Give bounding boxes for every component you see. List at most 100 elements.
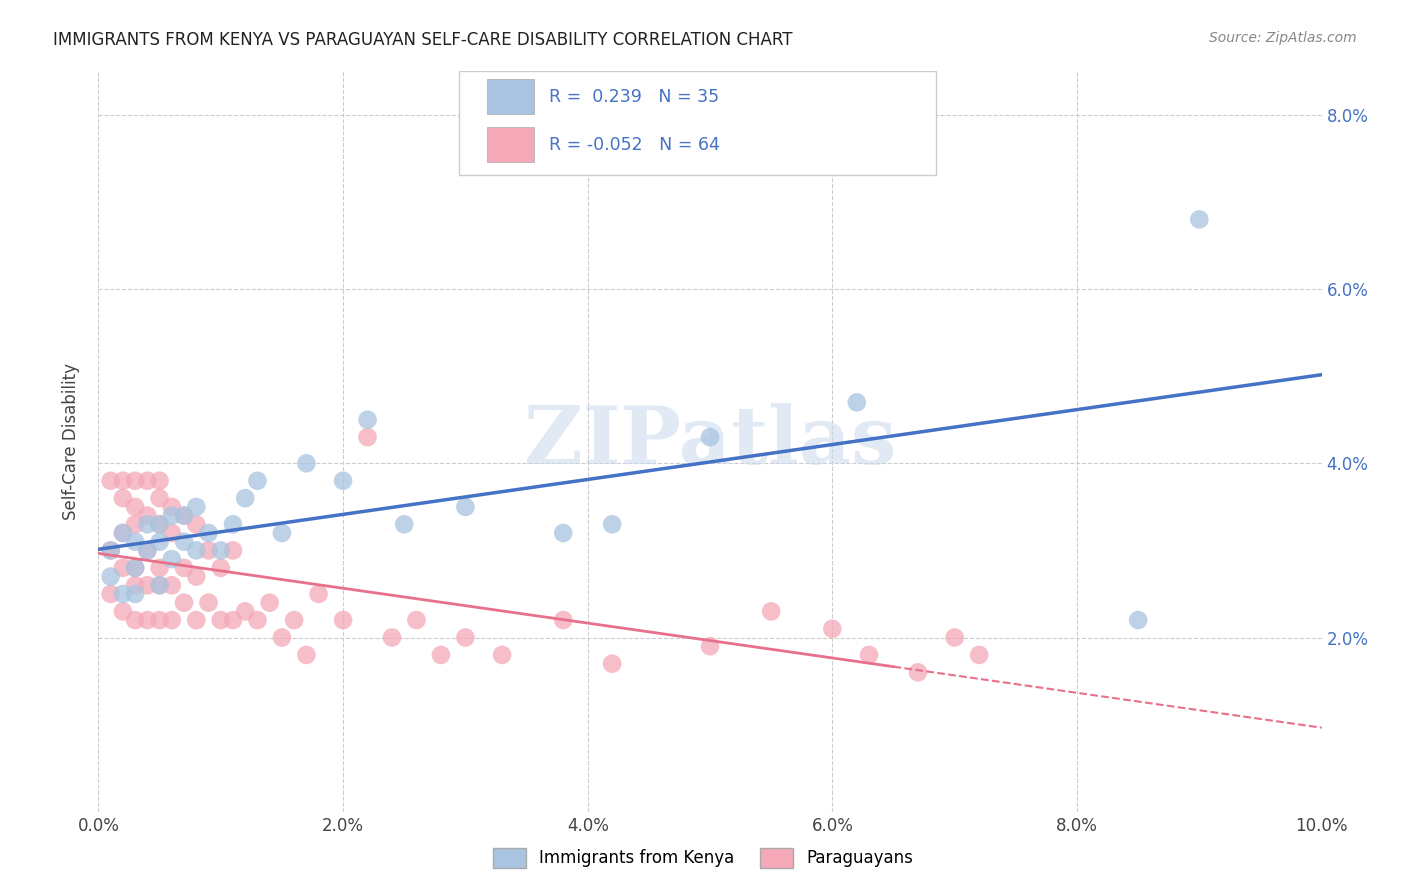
Point [186,500,208,514]
Point [111,604,134,618]
Point [759,604,782,618]
Point [149,613,172,627]
Point [209,613,232,627]
Text: R =  0.239   N = 35: R = 0.239 N = 35 [548,87,718,105]
Point [197,596,219,610]
Point [197,543,219,558]
Text: Source: ZipAtlas.com: Source: ZipAtlas.com [1209,31,1357,45]
Point [295,648,318,662]
Point [173,508,195,523]
Point [491,648,513,662]
Point [111,561,134,575]
Point [111,491,134,505]
Point [222,613,245,627]
Point [907,665,929,680]
Point [699,430,721,444]
Point [209,543,232,558]
Point [149,517,172,532]
Point [124,474,146,488]
Point [136,508,159,523]
Point [392,517,416,532]
FancyBboxPatch shape [488,127,534,162]
Point [186,543,208,558]
Point [283,613,305,627]
Point [454,500,477,514]
Point [186,613,208,627]
Point [124,587,146,601]
Point [149,474,172,488]
Point [858,648,880,662]
Point [136,578,159,592]
Point [136,543,159,558]
Point [356,430,378,444]
Y-axis label: Self-Care Disability: Self-Care Disability [62,363,80,520]
Legend: Immigrants from Kenya, Paraguayans: Immigrants from Kenya, Paraguayans [486,841,920,875]
Point [136,543,159,558]
FancyBboxPatch shape [488,78,534,114]
Point [149,578,172,592]
Point [100,474,122,488]
Point [270,631,292,645]
Point [160,500,183,514]
Point [308,587,330,601]
Point [295,456,318,470]
Point [160,552,183,566]
Point [149,534,172,549]
Text: ZIPatlas: ZIPatlas [524,402,896,481]
Point [186,569,208,583]
Point [111,526,134,541]
Point [553,613,575,627]
Point [197,526,219,541]
Point [100,587,122,601]
Point [136,613,159,627]
Point [845,395,868,409]
Point [160,508,183,523]
Point [124,613,146,627]
FancyBboxPatch shape [460,71,936,175]
Point [246,613,269,627]
Point [332,613,354,627]
Point [222,543,245,558]
Point [111,587,134,601]
Point [943,631,966,645]
Point [136,474,159,488]
Point [454,631,477,645]
Point [149,578,172,592]
Point [100,569,122,583]
Point [173,561,195,575]
Point [246,474,269,488]
Point [1188,212,1211,227]
Point [405,613,427,627]
Point [160,526,183,541]
Point [124,517,146,532]
Point [160,578,183,592]
Point [173,508,195,523]
Point [173,596,195,610]
Point [233,491,256,505]
Point [124,534,146,549]
Point [173,534,195,549]
Point [149,561,172,575]
Point [332,474,354,488]
Point [124,578,146,592]
Point [600,657,623,671]
Point [124,561,146,575]
Point [124,500,146,514]
Point [270,526,292,541]
Point [124,561,146,575]
Point [967,648,990,662]
Point [699,639,721,653]
Point [1128,613,1150,627]
Point [100,543,122,558]
Point [186,517,208,532]
Point [600,517,623,532]
Point [111,526,134,541]
Point [222,517,245,532]
Point [100,543,122,558]
Point [356,413,378,427]
Point [136,517,159,532]
Point [381,631,404,645]
Text: R = -0.052   N = 64: R = -0.052 N = 64 [548,136,720,153]
Point [209,561,232,575]
Point [233,604,256,618]
